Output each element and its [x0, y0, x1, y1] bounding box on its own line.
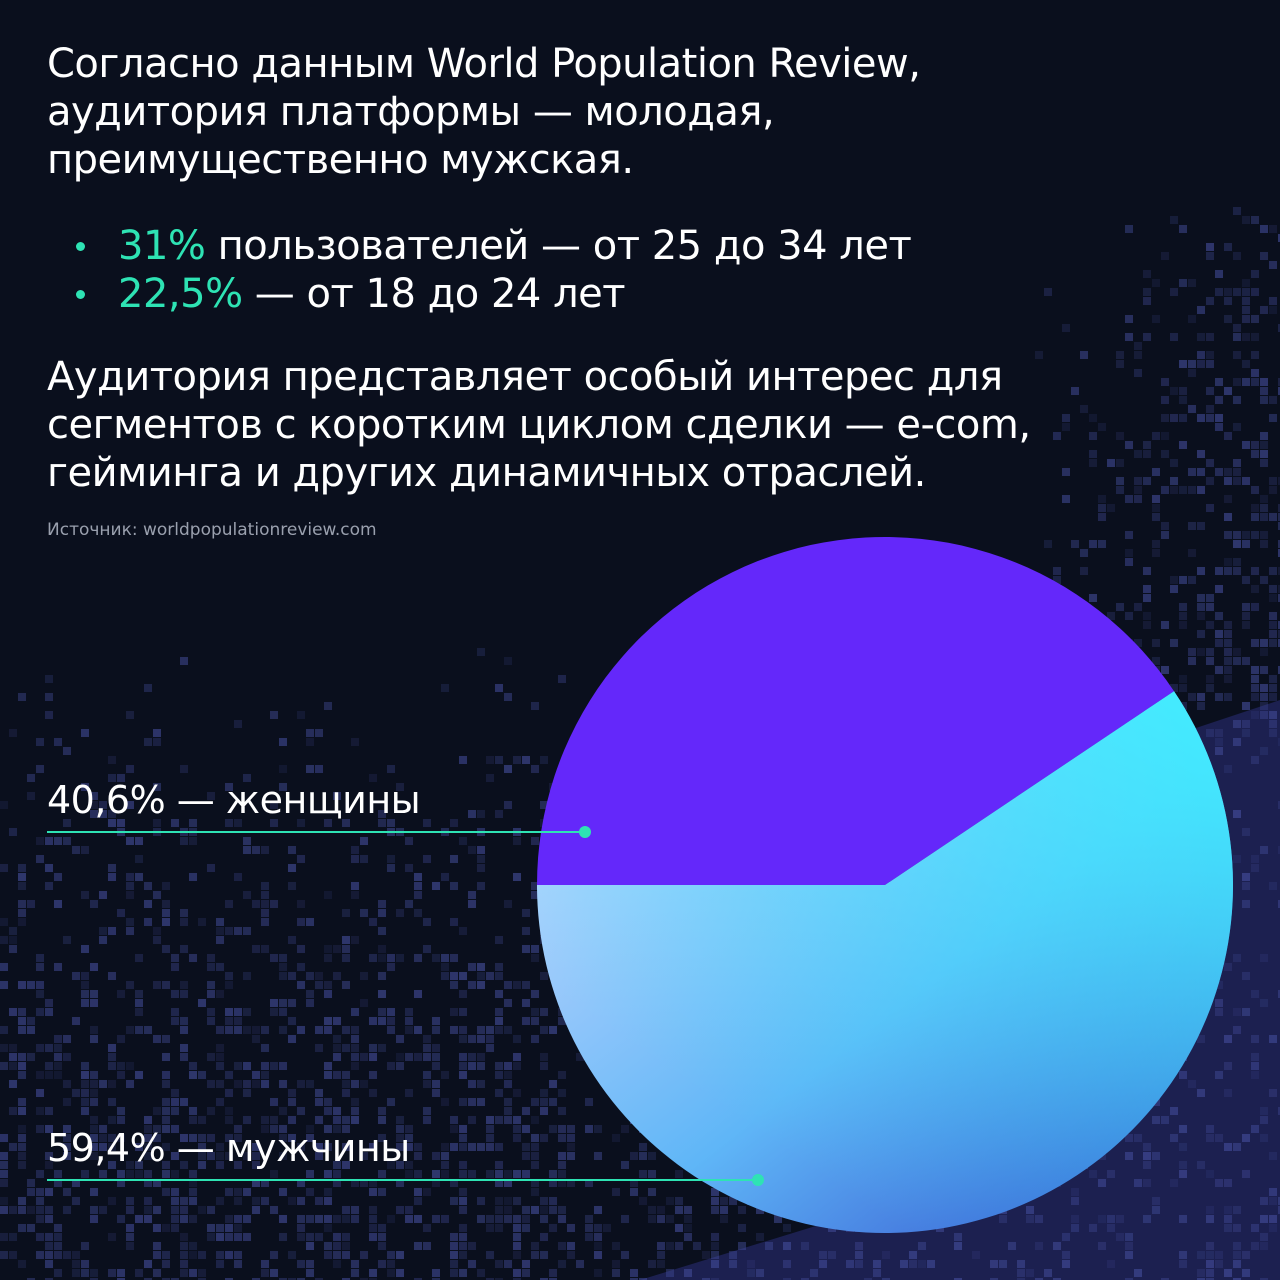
pie-slice-men-highlight: [537, 691, 1233, 1234]
intro-line: Согласно данным World Population Review,: [47, 41, 921, 87]
stat-highlight: 22,5%: [118, 271, 243, 317]
leader-dot-women: [579, 826, 591, 838]
paragraph-line: сегментов с коротким циклом сделки — e-c…: [47, 402, 1031, 448]
bullet-dot-icon: [76, 242, 85, 251]
intro-line: аудитория платформы — молодая,: [47, 89, 775, 135]
paragraph-line: гейминга и других динамичных отраслей.: [47, 450, 926, 496]
slice-label-men: 59,4% — мужчины: [47, 1126, 410, 1170]
leader-dot-men: [752, 1174, 764, 1186]
slice-label-women: 40,6% — женщины: [47, 778, 421, 822]
stat-text: — от 18 до 24 лет: [242, 271, 626, 317]
stat-highlight: 31%: [118, 223, 206, 269]
age-stats-list: 31% пользователей — от 25 до 34 лет 22,5…: [70, 222, 912, 318]
intro-text: Согласно данным World Population Review,…: [47, 40, 1227, 184]
paragraph-line: Аудитория представляет особый интерес дл…: [47, 354, 1003, 400]
source-note: Источник: worldpopulationreview.com: [47, 520, 377, 540]
stat-text: пользователей — от 25 до 34 лет: [205, 223, 912, 269]
audience-paragraph: Аудитория представляет особый интерес дл…: [47, 353, 1227, 497]
pie-slice-women: [537, 537, 1175, 885]
age-stat-item: 31% пользователей — от 25 до 34 лет: [70, 222, 912, 270]
intro-line: преимущественно мужская.: [47, 137, 634, 183]
age-stat-item: 22,5% — от 18 до 24 лет: [70, 270, 911, 318]
bullet-dot-icon: [76, 290, 85, 299]
